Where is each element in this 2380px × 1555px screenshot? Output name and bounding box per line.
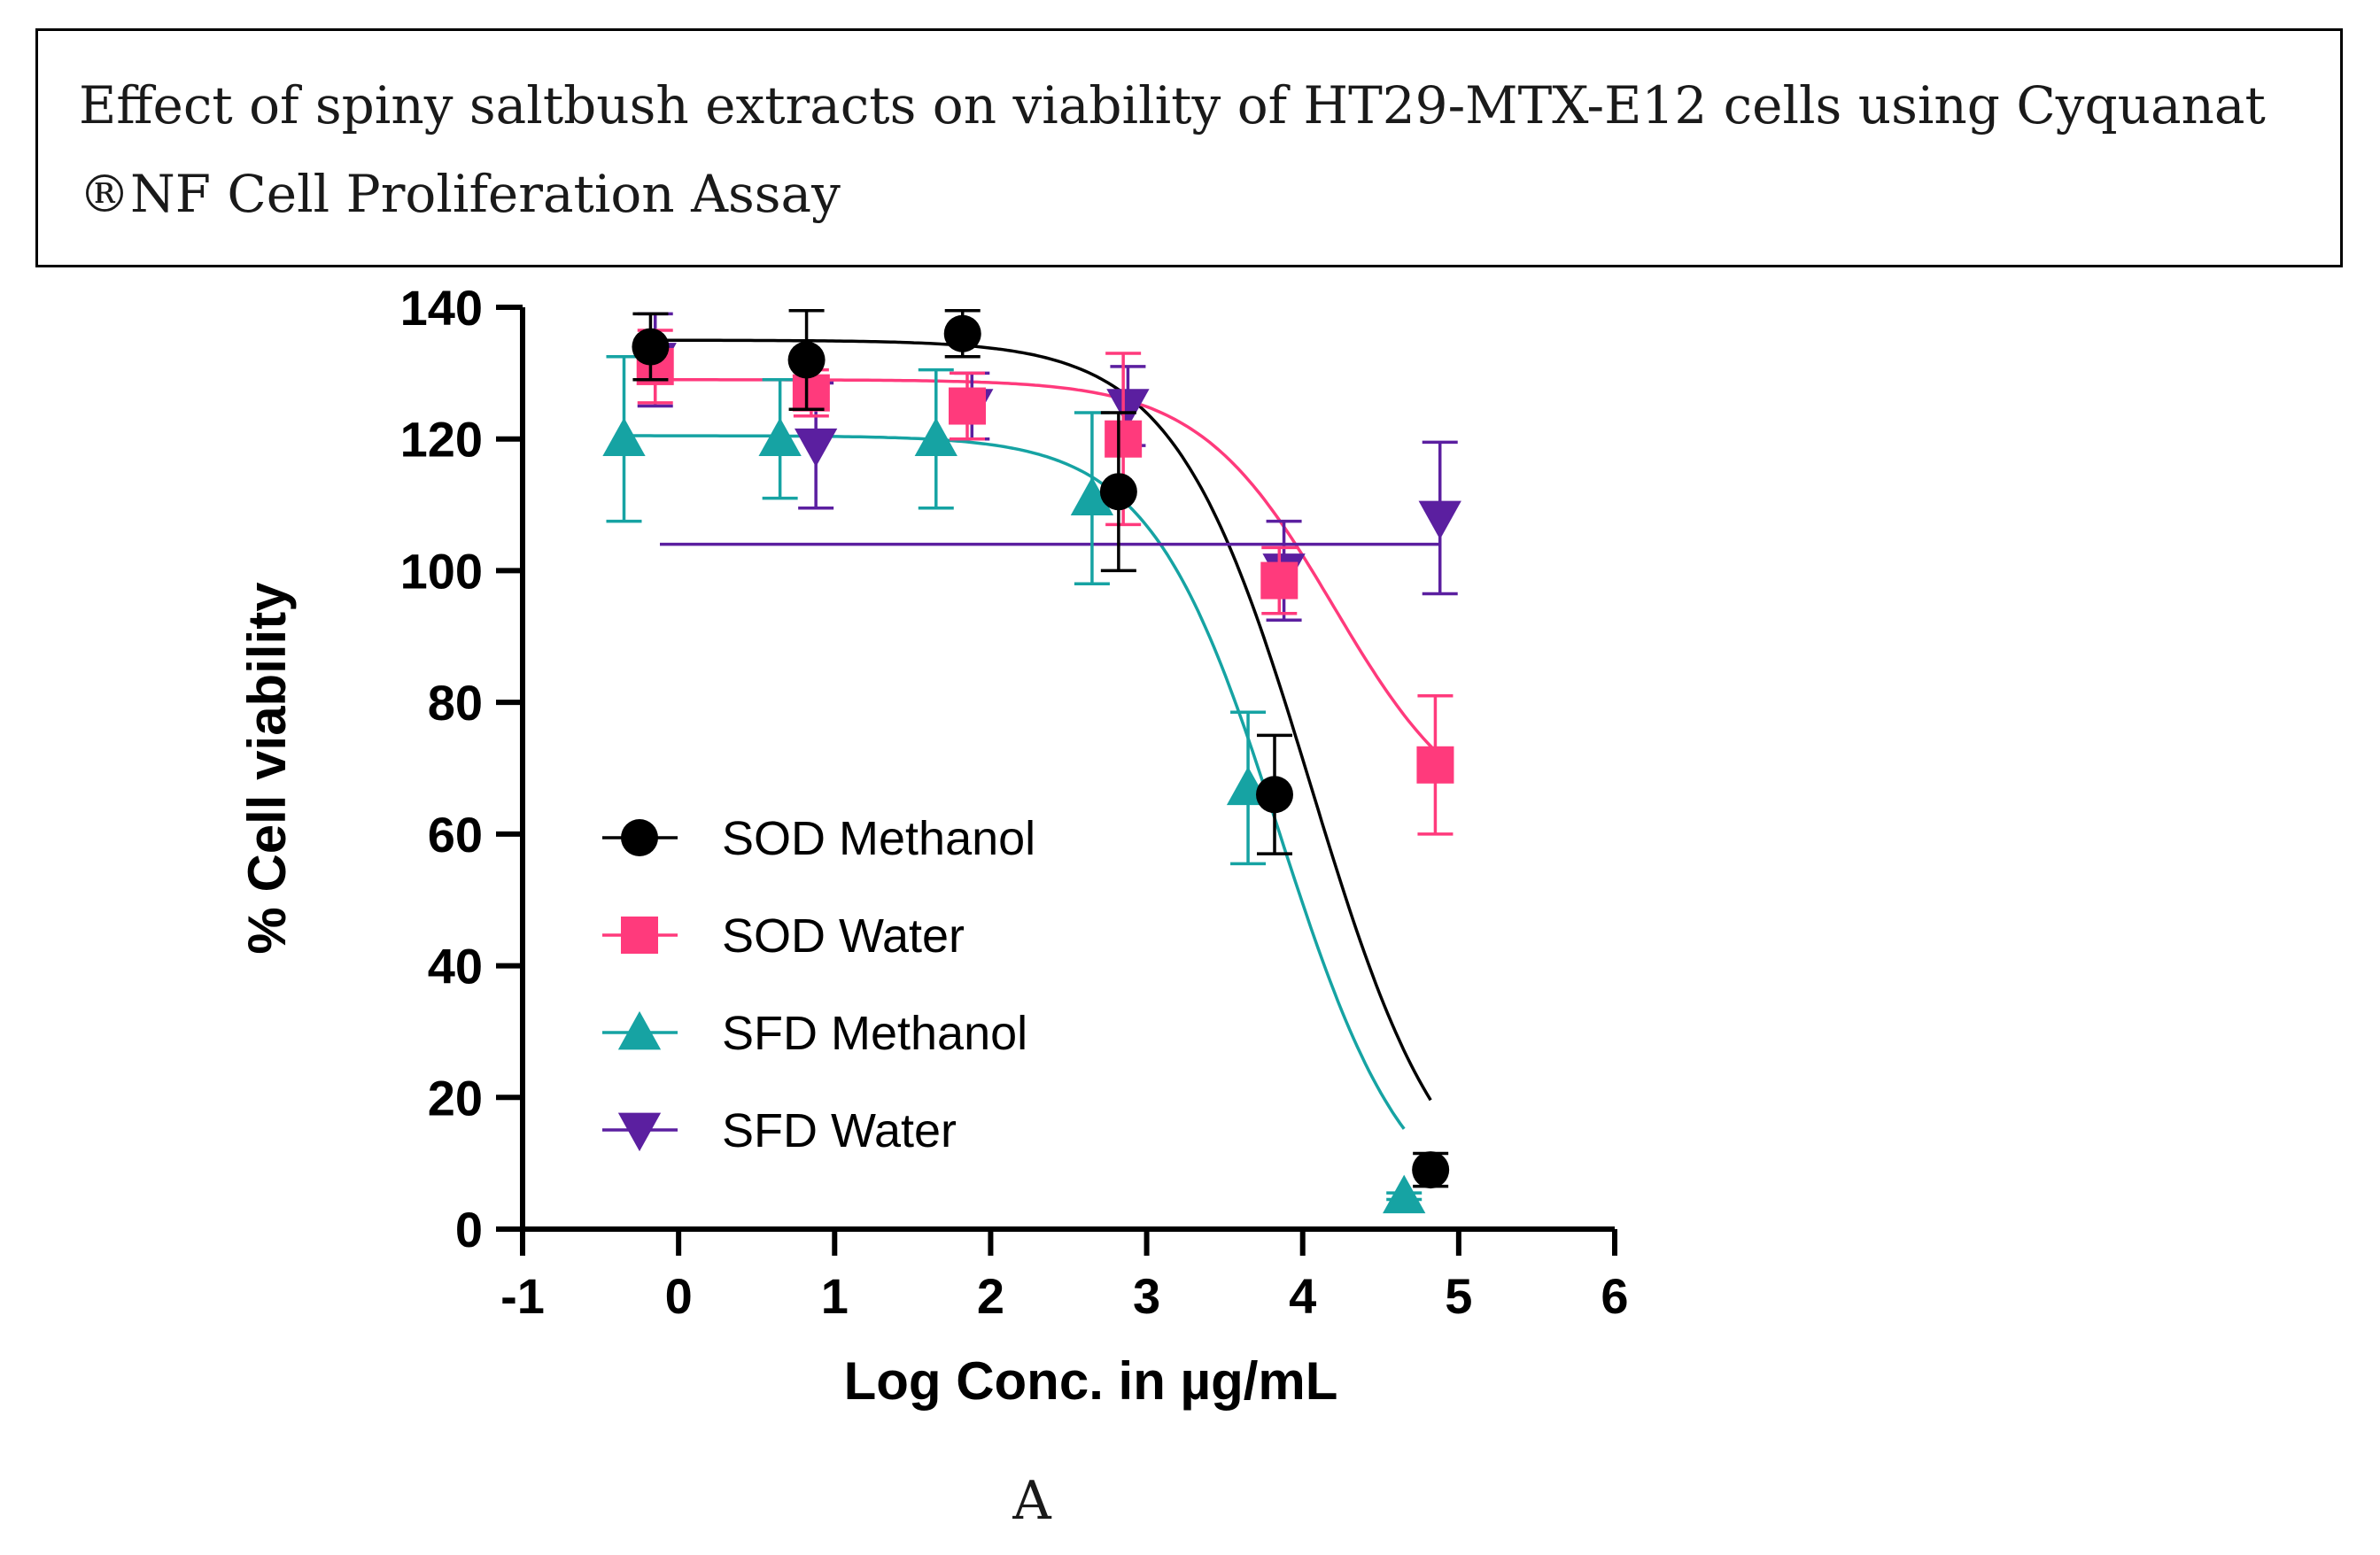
data-point: [1260, 561, 1299, 600]
data-points: [602, 308, 1461, 1214]
y-tick-label: 120: [400, 412, 483, 468]
data-point: [914, 417, 957, 457]
x-axis-label: Log Conc. in µg/mL: [844, 1351, 1338, 1411]
legend-label: SOD Water: [722, 909, 965, 963]
y-tick-label: 40: [428, 939, 483, 994]
legend: SOD Methanol SOD Water SFD Methanol SFD Wat…: [602, 812, 1035, 1157]
x-tick-label: -1: [500, 1268, 545, 1324]
y-tick-label: 60: [428, 807, 483, 863]
data-point: [1418, 500, 1461, 540]
data-point: [1256, 776, 1294, 814]
data-point: [1070, 476, 1114, 515]
legend-label: SFD Water: [722, 1104, 957, 1157]
x-tick-label: 4: [1289, 1268, 1316, 1324]
y-tick-label: 140: [400, 280, 483, 336]
x-tick-label: 0: [665, 1268, 693, 1324]
data-point: [632, 328, 670, 366]
x-tick-label: 1: [821, 1268, 849, 1324]
x-tick-label: 5: [1445, 1268, 1472, 1324]
y-tick-label: 20: [428, 1070, 483, 1126]
legend-label: SFD Methanol: [722, 1007, 1027, 1060]
x-tick-label: 3: [1133, 1268, 1160, 1324]
legend-marker: [621, 819, 658, 856]
data-point: [792, 374, 830, 412]
data-point: [602, 417, 646, 457]
data-point: [943, 314, 981, 352]
data-point: [1106, 389, 1150, 428]
x-tick-label: 6: [1601, 1268, 1628, 1324]
figure-title: Effect of spiny saltbush extracts on via…: [79, 75, 2266, 224]
fit-curve: [654, 338, 1432, 1102]
data-point: [794, 428, 838, 468]
data-point: [1416, 746, 1454, 784]
legend-label: SOD Methanol: [722, 812, 1035, 865]
y-tick-label: 80: [428, 675, 483, 731]
panel-label: A: [1012, 1470, 1051, 1532]
y-tick-label: 0: [455, 1202, 483, 1257]
data-point: [1099, 473, 1137, 511]
data-point: [949, 387, 987, 425]
data-point: [1412, 1151, 1450, 1189]
data-point: [1105, 420, 1143, 458]
data-point: [1383, 1174, 1426, 1214]
data-point: [787, 341, 826, 379]
y-tick-label: 100: [400, 543, 483, 599]
x-tick-label: 2: [977, 1268, 1004, 1324]
title-box: Effect of spiny saltbush extracts on via…: [35, 28, 2343, 267]
y-axis-label: % Cell viability: [237, 582, 297, 955]
legend-marker: [617, 1010, 662, 1050]
legend-marker: [621, 917, 658, 954]
legend-marker: [617, 1112, 662, 1152]
data-point: [758, 417, 802, 457]
